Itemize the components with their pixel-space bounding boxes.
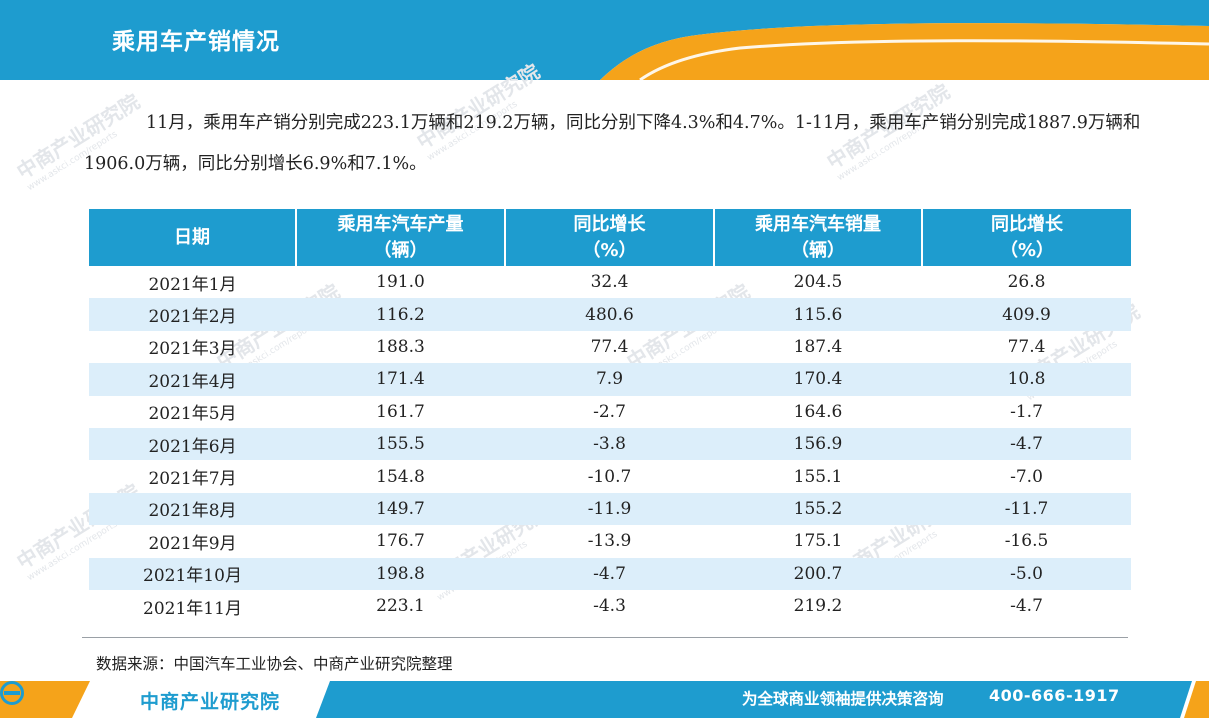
cell-production-yoy: -4.7 <box>505 557 714 590</box>
cell-sales-yoy: -5.0 <box>922 557 1131 590</box>
cell-production: 155.5 <box>296 427 505 461</box>
cell-date: 2021年11月 <box>143 598 242 619</box>
footer-slogan: 为全球商业领袖提供决策咨询 <box>742 690 944 708</box>
cell-date: 2021年10月 <box>89 557 296 590</box>
divider-line <box>82 637 1128 638</box>
table-row: 2021年3月 188.3 77.4 187.4 77.4 <box>89 331 1131 363</box>
cell-production-yoy: 77.4 <box>590 336 629 357</box>
cell-date: 2021年2月 <box>89 298 296 331</box>
table-row: 2021年8月 149.7 -11.9 155.2 -11.7 <box>89 492 1131 526</box>
cell-sales-yoy: -1.7 <box>1010 401 1043 422</box>
cell-production: 223.1 <box>376 596 425 617</box>
cell-production-yoy: 32.4 <box>590 272 629 293</box>
cell-sales-yoy: 409.9 <box>922 298 1131 331</box>
table-row: 2021年6月 155.5 -3.8 156.9 -4.7 <box>89 427 1131 461</box>
intro-paragraph: 11月，乘用车产销分别完成223.1万辆和219.2万辆，同比分别下降4.3%和… <box>84 113 1141 174</box>
cell-production: 161.7 <box>376 401 425 422</box>
cell-sales: 115.6 <box>714 298 922 331</box>
cell-sales-yoy: -7.0 <box>1010 466 1043 487</box>
cell-date: 2021年9月 <box>148 533 237 554</box>
table-row: 2021年4月 171.4 7.9 170.4 10.8 <box>89 363 1131 396</box>
cell-sales-yoy: 10.8 <box>922 363 1131 396</box>
cell-sales-yoy: -16.5 <box>1004 531 1049 552</box>
cell-date: 2021年3月 <box>148 339 237 360</box>
page-title: 乘用车产销情况 <box>112 29 280 55</box>
askci-logo-icon <box>0 681 24 705</box>
cell-sales: 164.6 <box>793 401 843 422</box>
cell-production-yoy: -10.7 <box>587 466 632 487</box>
cell-production-yoy: -13.9 <box>587 531 632 552</box>
cell-date: 2021年7月 <box>148 469 237 490</box>
cell-production: 188.3 <box>376 336 425 357</box>
cell-sales-yoy: -4.7 <box>1010 596 1043 617</box>
cell-sales: 175.1 <box>793 531 843 552</box>
column-header-sales-yoy: 同比增长 （%） <box>922 209 1131 266</box>
cell-sales: 204.5 <box>793 272 843 293</box>
cell-sales: 219.2 <box>793 596 843 617</box>
cell-sales: 156.9 <box>714 427 922 461</box>
footer-bar: 中商产业研究院 为全球商业领袖提供决策咨询 400-666-1917 <box>0 681 1209 718</box>
logo-text: 中商产业研究院 <box>140 691 281 713</box>
cell-production: 116.2 <box>296 298 505 331</box>
data-source-note: 数据来源：中国汽车工业协会、中商产业研究院整理 <box>96 655 453 673</box>
cell-production: 191.0 <box>376 272 425 293</box>
table-row: 2021年5月 161.7 -2.7 164.6 -1.7 <box>89 396 1131 428</box>
column-header-production: 乘用车汽车产量 （辆） <box>296 209 506 266</box>
cell-sales-yoy: -11.7 <box>922 492 1131 526</box>
cell-date: 2021年8月 <box>89 492 296 526</box>
cell-date: 2021年5月 <box>148 404 237 425</box>
cell-date: 2021年6月 <box>89 427 296 461</box>
table-row: 2021年10月 198.8 -4.7 200.7 -5.0 <box>89 557 1131 590</box>
cell-date: 2021年4月 <box>89 363 296 396</box>
cell-production-yoy: -3.8 <box>505 427 714 461</box>
header-banner: 乘用车产销情况 <box>0 0 1209 80</box>
footer-phone: 400-666-1917 <box>989 686 1120 705</box>
column-header-sales: 乘用车汽车销量 （辆） <box>714 209 923 266</box>
cell-sales-yoy: -4.7 <box>922 427 1131 461</box>
table-header-row: 日期 乘用车汽车产量 （辆） 同比增长 （%） 乘用车汽车销量 （辆） 同比增长 （%） <box>89 209 1131 266</box>
header-background <box>0 0 1209 80</box>
cell-sales-yoy: 77.4 <box>1007 336 1046 357</box>
table-row: 2021年7月 154.8 -10.7 155.1 -7.0 <box>89 460 1131 492</box>
cell-sales: 200.7 <box>714 557 922 590</box>
table-row: 2021年9月 176.7 -13.9 175.1 -16.5 <box>89 525 1131 557</box>
cell-production: 176.7 <box>376 531 425 552</box>
cell-production: 149.7 <box>296 492 505 526</box>
cell-sales-yoy: 26.8 <box>1007 272 1046 293</box>
cell-sales: 155.2 <box>714 492 922 526</box>
cell-sales: 187.4 <box>793 336 843 357</box>
cell-sales: 170.4 <box>714 363 922 396</box>
footer-background <box>0 681 1209 718</box>
cell-production-yoy: -11.9 <box>505 492 714 526</box>
cell-date: 2021年1月 <box>148 274 237 295</box>
column-header-date: 日期 <box>89 209 297 266</box>
sales-table: 日期 乘用车汽车产量 （辆） 同比增长 （%） 乘用车汽车销量 （辆） 同比增长 （%）… <box>89 209 1131 622</box>
table-row: 2021年11月 223.1 -4.3 219.2 -4.7 <box>89 590 1131 622</box>
cell-production-yoy: 7.9 <box>505 363 714 396</box>
cell-production: 171.4 <box>296 363 505 396</box>
cell-production-yoy: -4.3 <box>593 596 626 617</box>
table-row: 2021年1月 191.0 32.4 204.5 26.8 <box>89 266 1131 298</box>
cell-production: 154.8 <box>376 466 425 487</box>
table-row: 2021年2月 116.2 480.6 115.6 409.9 <box>89 298 1131 331</box>
cell-sales: 155.1 <box>793 466 843 487</box>
column-header-production-yoy: 同比增长 （%） <box>505 209 715 266</box>
cell-production: 198.8 <box>296 557 505 590</box>
cell-production-yoy: -2.7 <box>593 401 626 422</box>
cell-production-yoy: 480.6 <box>505 298 714 331</box>
